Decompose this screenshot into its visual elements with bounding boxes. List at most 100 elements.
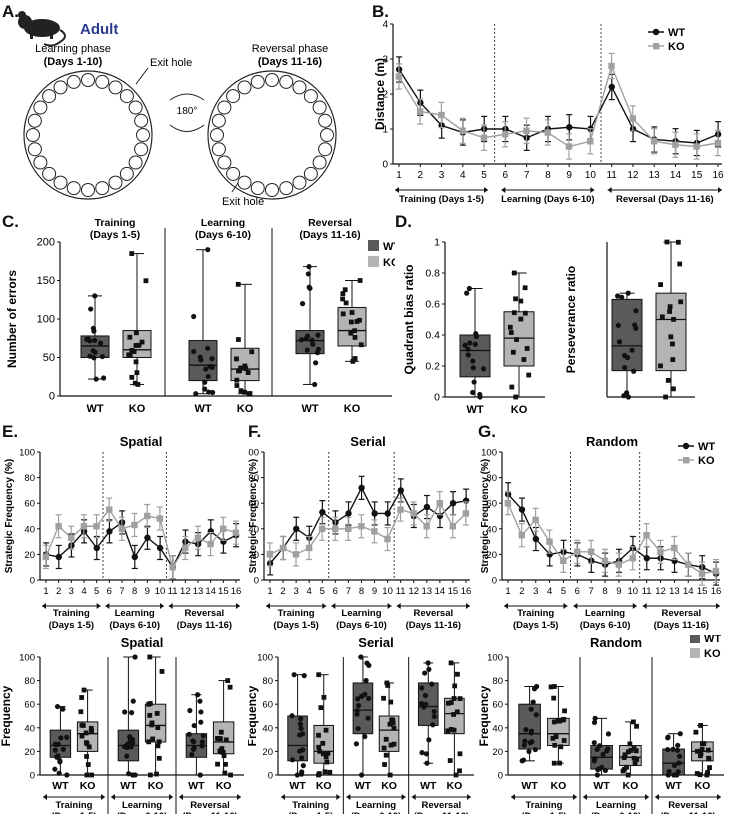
y-tick-label: 150: [37, 275, 55, 287]
maze-hole: [250, 74, 265, 89]
x-tick-label: 5: [561, 586, 566, 597]
data-point-ko: [42, 553, 50, 561]
y-tick-label: 40: [486, 524, 497, 535]
data-point: [701, 741, 707, 746]
data-point: [304, 347, 310, 353]
maze-hole: [211, 142, 226, 157]
reversal-phase-days: (Days 11-16): [258, 56, 323, 68]
y-tick-label: 2: [382, 90, 388, 101]
data-point: [64, 734, 70, 740]
y-tick-label: 100: [481, 448, 497, 459]
phase-label-days-learning: (Days 6-10): [351, 811, 402, 814]
y-tick-label: 50: [43, 352, 55, 364]
maze-hole: [279, 74, 294, 89]
chart-title: Random: [586, 434, 638, 449]
x-tick-label: 2: [519, 586, 524, 597]
data-point: [465, 346, 471, 352]
arrow-head: [511, 794, 515, 800]
data-point: [352, 356, 358, 361]
arrow-head: [655, 794, 659, 800]
phase-label-days-learning: (Days 6-10): [336, 620, 387, 631]
data-point: [320, 751, 326, 757]
y-tick-label: 0: [268, 771, 273, 782]
data-point: [385, 683, 391, 688]
x-tick-label: 4: [460, 170, 466, 181]
data-point: [317, 748, 323, 754]
y-tick-label: 20: [486, 550, 497, 561]
data-point: [298, 337, 305, 343]
data-point: [431, 708, 437, 715]
data-point-ko: [169, 564, 176, 571]
data-point: [300, 747, 306, 753]
data-point: [217, 736, 223, 742]
data-point: [199, 739, 206, 745]
phase-label-reversal: Reversal: [668, 800, 708, 811]
data-point: [91, 355, 97, 361]
data-point: [473, 331, 479, 337]
series-line-ko: [45, 508, 237, 569]
data-point: [89, 772, 95, 778]
data-point-ko: [80, 523, 88, 530]
x-tick-label: WT: [521, 780, 538, 792]
phase-label-learning: Learning: [356, 800, 396, 811]
phase-label-days-learning: (Days 6-10): [109, 620, 160, 631]
y-tick-label: 60: [486, 499, 497, 510]
data-point: [90, 348, 96, 354]
data-point-wt: [449, 500, 457, 507]
x-tick-label: KO: [316, 780, 332, 792]
legend-label-ko: KO: [698, 455, 715, 467]
data-point: [133, 359, 139, 365]
arrow-head: [395, 187, 399, 193]
data-point: [551, 684, 557, 689]
maze-learning: [23, 70, 153, 200]
data-point: [381, 695, 386, 701]
data-point: [518, 316, 524, 322]
maze-hole: [237, 80, 252, 95]
x-tick-label: WT: [188, 780, 205, 792]
maze-hole: [265, 73, 279, 87]
data-point-wt: [384, 510, 391, 517]
arrow-head: [237, 794, 241, 800]
data-point: [78, 709, 84, 715]
data-point: [90, 325, 97, 331]
data-point: [215, 761, 220, 767]
x-tick-label: WT: [86, 403, 103, 415]
data-point: [562, 708, 567, 714]
data-point: [355, 696, 361, 702]
data-point: [523, 727, 529, 733]
y-tick-label: 40: [262, 723, 273, 734]
data-point: [313, 360, 319, 366]
data-point: [194, 692, 201, 698]
data-point: [548, 684, 554, 690]
data-point: [84, 772, 90, 778]
data-point: [625, 290, 631, 296]
x-tick-label: 7: [346, 586, 351, 597]
data-point: [235, 281, 241, 287]
data-point: [591, 740, 597, 746]
arrow-head: [411, 794, 416, 800]
data-point: [616, 339, 623, 345]
arrow-head: [105, 603, 110, 609]
data-point-ko: [587, 138, 594, 145]
data-point-wt: [156, 544, 164, 552]
data-point: [697, 753, 703, 759]
data-point: [147, 701, 153, 706]
x-tick-label: 9: [372, 586, 377, 597]
data-point: [445, 728, 451, 734]
data-point-ko: [693, 143, 700, 150]
data-point: [249, 349, 255, 355]
data-point: [694, 748, 700, 754]
data-point-wt: [371, 510, 378, 517]
maze-hole: [128, 155, 143, 170]
x-tick-label: 8: [602, 586, 607, 597]
legend-label-wt: WT: [698, 441, 715, 453]
x-tick-label: 14: [435, 586, 446, 597]
x-tick-label: 6: [107, 586, 112, 597]
y-tick-label: 40: [24, 524, 35, 535]
data-point: [318, 705, 324, 711]
maze-hole: [303, 89, 318, 104]
phase-label-reversal: Reversal: [185, 608, 225, 619]
data-point: [532, 746, 538, 753]
data-point-ko: [532, 516, 539, 524]
data-point: [422, 692, 429, 699]
